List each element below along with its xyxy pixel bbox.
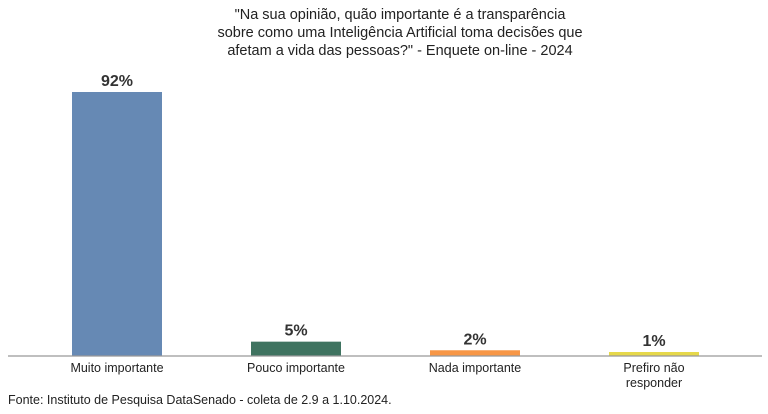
bar	[609, 352, 699, 356]
category-label: Muito importante	[70, 361, 163, 375]
chart-title-line: "Na sua opinião, quão importante é a tra…	[234, 7, 566, 23]
chart-title-line: afetam a vida das pessoas?" - Enquete on…	[227, 43, 573, 59]
bar	[251, 341, 341, 356]
data-label: 5%	[284, 323, 307, 340]
category-label: Nada importante	[429, 361, 521, 375]
category-label: Prefiro não	[623, 361, 684, 375]
data-label: 92%	[101, 73, 133, 90]
category-label: Pouco importante	[247, 361, 345, 375]
chart-title: "Na sua opinião, quão importante é a tra…	[150, 6, 650, 60]
source-note: Fonte: Instituto de Pesquisa DataSenado …	[8, 393, 392, 407]
chart-title-line: sobre como uma Inteligência Artificial t…	[217, 25, 583, 41]
data-label: 1%	[642, 333, 665, 350]
bar	[72, 92, 162, 356]
category-label: responder	[626, 376, 682, 390]
bar	[430, 350, 520, 356]
data-label: 2%	[463, 331, 486, 348]
